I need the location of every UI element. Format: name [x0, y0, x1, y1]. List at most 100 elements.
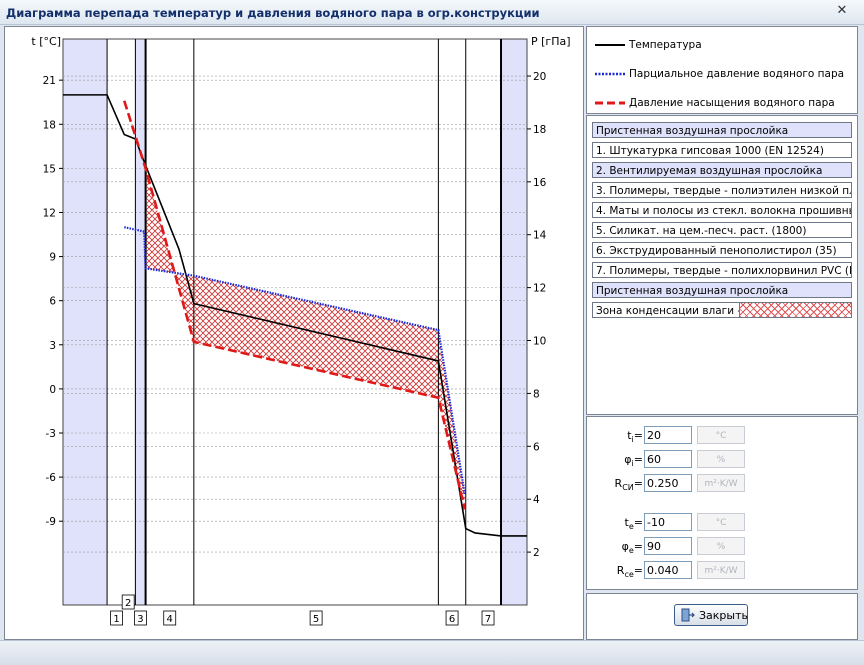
condensation-zone-legend: Зона конденсации влаги ->	[592, 302, 852, 318]
legend-label-partial-pressure: Парциальное давление водяного пара	[629, 68, 845, 80]
param-te-label: te=	[624, 516, 643, 532]
layer-item-4[interactable]: 4. Маты и полосы из стекл. волокна проши…	[592, 202, 852, 218]
saturation-pressure-line-swatch	[595, 101, 625, 105]
rsi-unit: m²·K/W	[697, 474, 745, 492]
button-panel: Закрыть	[586, 593, 858, 640]
tick-label-t-6: 6	[49, 296, 56, 308]
air-layer-band-0	[63, 39, 108, 605]
left-axis-label: t [°C]	[31, 35, 61, 48]
close-button[interactable]: Закрыть	[674, 604, 748, 626]
tick-label-t-15: 15	[43, 163, 56, 175]
layer-item-3[interactable]: 3. Полимеры, твердые - полиэтилен низкой…	[592, 182, 852, 198]
layer-item-inner-air-film[interactable]: Пристенная воздушная прослойка	[592, 122, 852, 138]
layer-marker-box-5	[309, 610, 323, 626]
rsi-input[interactable]	[644, 474, 692, 492]
close-icon[interactable]: ✕	[836, 3, 848, 18]
layer-list: Пристенная воздушная прослойка 1. Штукат…	[586, 115, 858, 415]
chart-panel: 21 18 15 12 9 6 3 0 -3 -6 -9 20 18 16 14 12 10 8 6 4 2 t [°C]…	[4, 26, 584, 640]
tick-label-p-6: 6	[533, 441, 540, 453]
exit-door-icon	[681, 608, 695, 622]
rse-input[interactable]	[644, 561, 692, 579]
tick-label-p-14: 14	[533, 230, 547, 242]
tick-label-p-16: 16	[533, 177, 547, 189]
layer-item-6[interactable]: 6. Экструдированный пенополистирол (35)	[592, 242, 852, 258]
plot-frame	[62, 38, 528, 606]
tick-label-t--6: -6	[46, 472, 57, 484]
layer-item-2[interactable]: 2. Вентилируемая воздушная прослойка	[592, 162, 852, 178]
tick-label-t--9: -9	[46, 516, 56, 528]
tick-label-p-18: 18	[533, 124, 546, 136]
param-rse-label: Rce=	[616, 564, 643, 580]
layer-marker-box-1	[110, 610, 123, 626]
ti-unit: °C	[697, 426, 745, 444]
window-title: Диаграмма перепада температур и давления…	[6, 6, 540, 20]
param-ti-label: ti=	[627, 429, 643, 445]
param-phii-label: φi=	[624, 453, 643, 469]
param-ti: ti= °C	[587, 426, 857, 446]
tick-label-p-2: 2	[533, 547, 540, 559]
layer-marker-box-4	[163, 610, 177, 626]
rse-unit: m²·K/W	[697, 561, 745, 579]
saturation-pressure-line	[123, 100, 467, 510]
condensation-hatch-swatch	[739, 303, 851, 317]
param-rsi-label: RCИ=	[614, 477, 643, 493]
param-phie: φe= %	[587, 537, 857, 557]
layer-marker-6: 6	[449, 614, 455, 625]
param-phii: φi= %	[587, 450, 857, 470]
legend: Температура Парциальное давление водяног…	[586, 26, 858, 114]
layer-marker-1: 1	[113, 614, 119, 625]
layer-marker-7: 7	[485, 614, 491, 625]
parameters-panel: ti= °C φi= % RCИ= m²·K/W te= °C φe= % Rc…	[586, 416, 858, 590]
legend-label-saturation-pressure: Давление насыщения водяного пара	[629, 97, 835, 109]
close-button-label: Закрыть	[699, 609, 748, 622]
ti-input[interactable]	[644, 426, 692, 444]
layer-marker-3: 3	[137, 614, 143, 625]
title-bar: Диаграмма перепада температур и давления…	[0, 0, 864, 25]
param-rse: Rce= m²·K/W	[587, 561, 857, 581]
tick-label-t-0: 0	[49, 384, 56, 396]
tick-label-p-8: 8	[533, 388, 540, 400]
layer-marker-4: 4	[167, 614, 173, 625]
tick-label-t-3: 3	[49, 340, 56, 352]
te-unit: °C	[697, 513, 745, 531]
air-layer-band-2	[501, 39, 527, 605]
layer-item-5[interactable]: 5. Силикат. на цем.-песч. раст. (1800)	[592, 222, 852, 238]
phie-input[interactable]	[644, 537, 692, 555]
layer-item-7[interactable]: 7. Полимеры, твердые - полихлорвинил PVC…	[592, 262, 852, 278]
air-layer-band-1	[135, 39, 146, 605]
phie-unit: %	[697, 537, 745, 555]
tick-label-t--3: -3	[46, 428, 56, 440]
tick-label-p-4: 4	[533, 494, 540, 506]
te-input[interactable]	[644, 513, 692, 531]
layer-marker-box-6	[445, 610, 459, 626]
right-axis-label: P [гПа]	[531, 35, 571, 48]
param-te: te= °C	[587, 513, 857, 533]
tick-label-p-12: 12	[533, 283, 546, 295]
temperature-line-swatch	[595, 44, 625, 46]
partial-pressure-line	[124, 226, 466, 495]
tick-label-t-18: 18	[43, 119, 56, 131]
tick-label-t-21: 21	[43, 75, 56, 87]
layer-item-1[interactable]: 1. Штукатурка гипсовая 1000 (EN 12524)	[592, 142, 852, 158]
param-rsi: RCИ= m²·K/W	[587, 474, 857, 494]
layer-marker-box-2	[121, 594, 135, 610]
legend-item-partial-pressure: Парциальное давление водяного пара	[595, 66, 844, 82]
layer-marker-5: 5	[313, 614, 319, 625]
phii-unit: %	[697, 450, 745, 468]
tick-label-t-12: 12	[43, 207, 56, 219]
condensation-zone	[145, 168, 465, 510]
layer-marker-2: 2	[125, 598, 131, 609]
layer-marker-box-3	[134, 610, 147, 626]
tick-label-t-9: 9	[49, 252, 56, 264]
partial-pressure-line-swatch	[595, 72, 625, 76]
status-bar	[0, 640, 864, 665]
layer-item-outer-air-film[interactable]: Пристенная воздушная прослойка	[592, 282, 852, 298]
phii-input[interactable]	[644, 450, 692, 468]
layer-marker-box-7	[481, 610, 495, 626]
tick-label-p-10: 10	[533, 336, 546, 348]
param-phie-label: φe=	[621, 540, 643, 556]
legend-item-saturation-pressure: Давление насыщения водяного пара	[595, 95, 835, 111]
temperature-line	[63, 94, 527, 537]
condensation-zone-label: Зона конденсации влаги ->	[596, 305, 750, 317]
